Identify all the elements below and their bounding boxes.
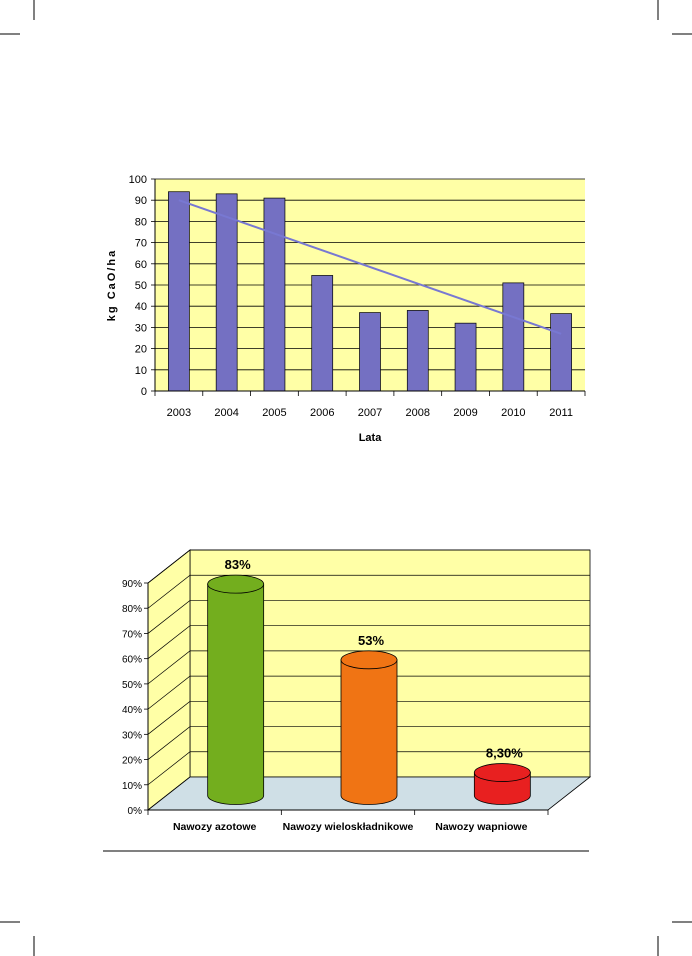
gridline — [147, 600, 590, 634]
y-axis-title: kg CaO/ha — [106, 249, 118, 321]
bar-2010 — [502, 282, 525, 392]
y-tick-label: 90 — [135, 195, 147, 207]
y-tick-label: 10% — [122, 781, 142, 792]
cylinders — [207, 574, 531, 805]
y-tick-label: 70% — [122, 629, 142, 640]
bar-2004 — [215, 193, 238, 392]
x-tick-label: 2007 — [358, 407, 382, 419]
data-label: 53% — [358, 633, 384, 648]
cylinder-top — [340, 650, 398, 670]
category-labels: Nawozy azotowe Nawozy wieloskładnikowe Naw… — [173, 821, 528, 833]
gridline — [147, 726, 590, 760]
category-label: Nawozy wapniowe — [435, 821, 527, 833]
y-tick-label: 40 — [135, 301, 147, 313]
gridline — [147, 625, 590, 659]
y-tick-labels: 0% 10% 20% 30% 40% 50% 60% 70% 80% 90% — [122, 579, 142, 817]
data-label: 8,30% — [486, 746, 523, 761]
cylinder-3 — [473, 763, 531, 805]
bar-2009 — [454, 322, 477, 392]
cylinder-top — [207, 574, 265, 594]
cylinder-1 — [207, 574, 265, 805]
y-tick-label: 100 — [129, 174, 147, 186]
category-label: Nawozy azotowe — [173, 821, 257, 833]
bar-2011 — [550, 313, 572, 392]
side-wall — [147, 549, 191, 811]
x-tick-label: 2011 — [549, 407, 573, 419]
x-tick-labels: 2003 2004 2005 2006 2007 2008 2009 2010 2011 — [167, 407, 573, 419]
cylinder-body — [207, 583, 265, 805]
category-label: Nawozy wieloskładnikowe — [283, 821, 414, 833]
y-tick-label: 20 — [135, 344, 147, 356]
y-tick-label: 60 — [135, 259, 147, 271]
y-tick-label: 50% — [122, 680, 142, 691]
y-tick-label: 40% — [122, 705, 142, 716]
gridlines — [147, 549, 590, 786]
y-tick-label: 70 — [135, 238, 147, 250]
y-tick-label: 50 — [135, 280, 147, 292]
y-tick-label: 10 — [135, 365, 147, 377]
y-tick-label: 60% — [122, 655, 142, 666]
fertilizer-share-cylinder-chart: 83% 53% 8,30% 0% 10% 20% 30% 40% 50% 60% 70% 80% 90… — [122, 549, 592, 833]
gridline — [147, 549, 590, 584]
x-tick-label: 2010 — [501, 407, 525, 419]
y-tick-label: 20% — [122, 756, 142, 767]
x-tick-label: 2005 — [262, 407, 286, 419]
bar-2008 — [406, 310, 429, 392]
bar-2005 — [263, 197, 286, 392]
y-tick-labels: 0 10 20 30 40 50 60 70 80 90 100 — [129, 174, 147, 398]
bar-2003 — [168, 191, 190, 392]
y-tick-label: 90% — [122, 579, 142, 590]
y-tick-label: 0% — [128, 806, 143, 817]
x-tick-label: 2003 — [167, 407, 191, 419]
trendline — [178, 199, 562, 335]
bar-2007 — [359, 312, 381, 392]
gridline — [147, 574, 590, 609]
y-tick-label: 80% — [122, 604, 142, 615]
cylinder-body — [340, 659, 398, 805]
data-labels: 83% 53% 8,30% — [225, 557, 524, 760]
x-tick-label: 2008 — [406, 407, 430, 419]
x-tick-label: 2009 — [453, 407, 477, 419]
axes — [151, 178, 586, 396]
cylinder-2 — [340, 650, 398, 805]
bars — [168, 191, 572, 392]
gridline — [147, 650, 590, 685]
y-tick-label: 80 — [135, 216, 147, 228]
y-tick-label: 30% — [122, 730, 142, 741]
cylinder-top — [473, 763, 531, 782]
gridline — [147, 675, 590, 710]
axes — [144, 582, 549, 815]
gridline — [147, 751, 590, 786]
bar-2006 — [311, 275, 334, 392]
data-label: 83% — [225, 557, 251, 572]
y-tick-label: 0 — [141, 386, 147, 398]
x-tick-label: 2006 — [310, 407, 334, 419]
gridline — [147, 700, 590, 735]
x-tick-label: 2004 — [214, 407, 238, 419]
y-tick-label: 30 — [135, 322, 147, 334]
x-axis-title: Lata — [359, 432, 383, 444]
